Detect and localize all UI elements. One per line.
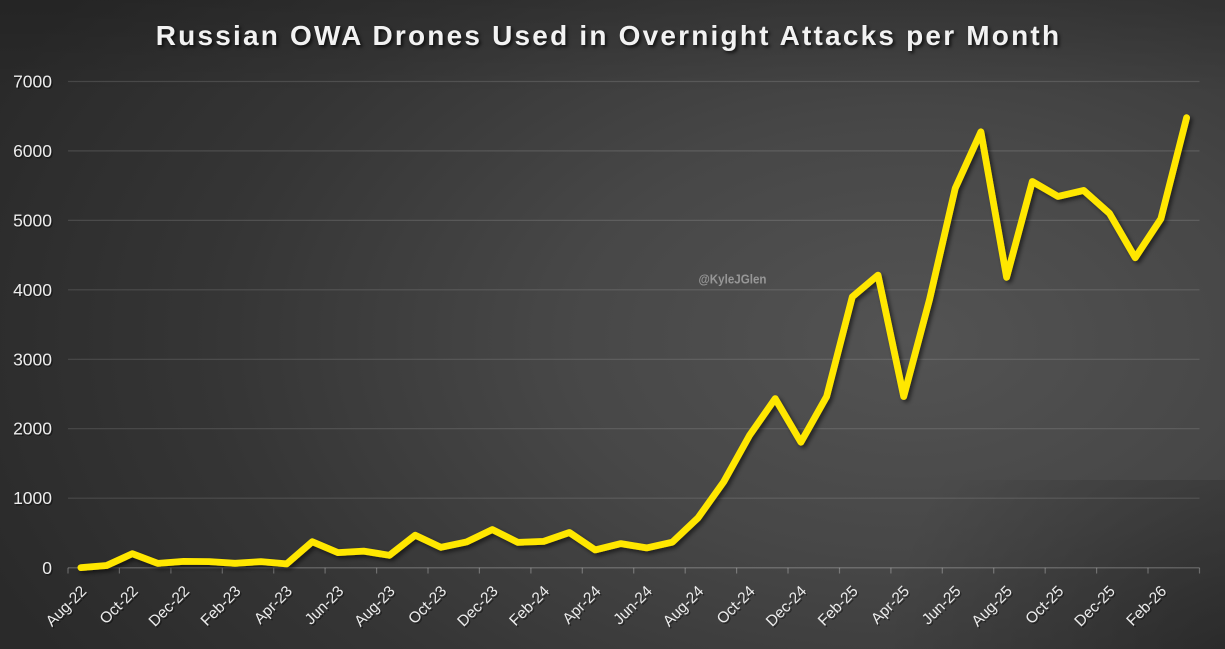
svg-text:6000: 6000 [15, 142, 54, 162]
svg-text:7000: 7000 [15, 73, 54, 93]
svg-text:3000: 3000 [15, 351, 54, 371]
svg-text:@KyleJGlen: @KyleJGlen [699, 272, 767, 287]
svg-text:0: 0 [42, 558, 52, 578]
svg-text:3000: 3000 [13, 349, 52, 369]
svg-text:2000: 2000 [15, 420, 54, 440]
svg-text:0: 0 [44, 559, 54, 579]
svg-text:4000: 4000 [15, 281, 54, 301]
svg-text:1000: 1000 [13, 488, 52, 508]
svg-text:7000: 7000 [13, 72, 52, 92]
svg-text:5000: 5000 [13, 210, 52, 230]
svg-text:5000: 5000 [15, 212, 54, 232]
svg-text:2000: 2000 [13, 419, 52, 439]
svg-text:6000: 6000 [13, 141, 52, 161]
svg-text:4000: 4000 [13, 280, 52, 300]
svg-text:1000: 1000 [15, 490, 54, 510]
